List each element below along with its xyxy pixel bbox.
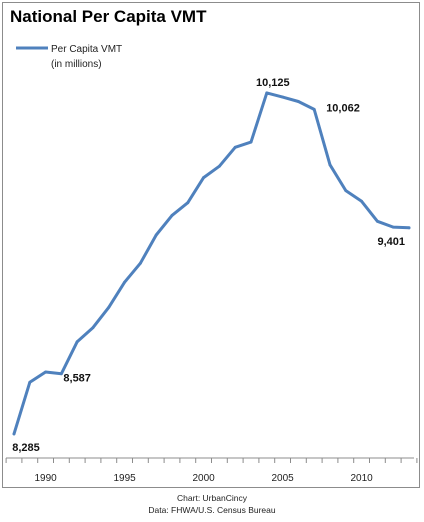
chart-frame xyxy=(2,2,420,488)
data-point xyxy=(107,305,111,309)
data-point xyxy=(44,370,47,374)
data-point xyxy=(60,372,63,376)
data-point xyxy=(297,100,300,103)
data-point xyxy=(28,380,32,384)
data-point xyxy=(186,201,190,205)
legend: Per Capita VMT (in millions) xyxy=(16,44,122,70)
data-label: 8,285 xyxy=(12,442,40,454)
data-point xyxy=(249,140,253,144)
data-point xyxy=(407,226,411,230)
data-point xyxy=(139,261,142,265)
legend-label: Per Capita VMT xyxy=(51,44,122,55)
x-tick-label: 1990 xyxy=(34,473,57,484)
data-point xyxy=(218,164,221,168)
data-point xyxy=(75,340,79,344)
chart-credit: Chart: UrbanCincy xyxy=(177,493,247,503)
x-tick-label: 1995 xyxy=(113,473,136,484)
x-axis: 1990 1995 2000 2005 2010 xyxy=(5,457,418,484)
data-point xyxy=(233,145,237,149)
data-label: 9,401 xyxy=(377,236,405,248)
x-tick-label: 2010 xyxy=(350,473,373,484)
data-point xyxy=(12,432,16,436)
data-point xyxy=(344,189,348,193)
series-line xyxy=(12,91,411,436)
data-point xyxy=(265,91,269,95)
x-tick-label: 2005 xyxy=(271,473,294,484)
data-label: 8,587 xyxy=(63,373,91,385)
data-point xyxy=(154,233,158,237)
data-point xyxy=(391,225,395,229)
data-point xyxy=(360,199,363,203)
x-tick-label: 2000 xyxy=(192,473,215,484)
legend-subtext: (in millions) xyxy=(51,59,102,70)
data-label: 10,125 xyxy=(256,77,290,89)
data-point xyxy=(281,95,284,99)
data-source: Data: FHWA/U.S. Census Bureau xyxy=(148,505,276,515)
data-point xyxy=(376,219,379,223)
series-layer xyxy=(12,91,411,436)
line-chart: 1990 1995 2000 2005 2010 Per Capita VMT (in m… xyxy=(5,44,418,484)
data-point xyxy=(328,163,332,167)
chart-title: National Per Capita VMT xyxy=(10,7,207,26)
data-point xyxy=(91,326,95,329)
data-point xyxy=(312,108,316,111)
data-point xyxy=(202,176,206,179)
data-point xyxy=(123,280,126,284)
data-label: 10,062 xyxy=(326,102,360,114)
data-point xyxy=(170,214,174,217)
data-labels: 8,285 8,587 10,125 10,062 9,401 xyxy=(12,77,405,454)
